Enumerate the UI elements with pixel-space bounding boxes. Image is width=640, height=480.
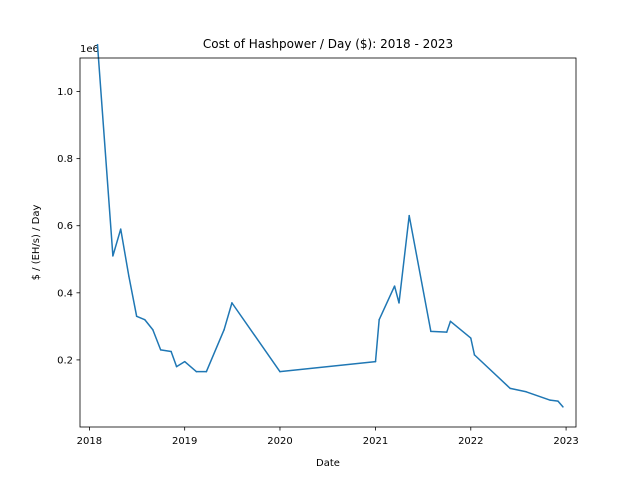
data-point [170, 350, 172, 353]
data-point [378, 318, 380, 321]
data-point [128, 275, 130, 277]
data-point [446, 331, 448, 333]
data-point [473, 354, 476, 356]
y-tick-label: 1.0 [57, 87, 73, 98]
data-point [374, 360, 377, 363]
data-point [509, 387, 511, 390]
x-tick-label: 2023 [553, 436, 578, 447]
data-point [393, 285, 396, 287]
data-point [449, 320, 452, 323]
x-tick-label: 2022 [458, 436, 483, 447]
data-point [470, 337, 472, 339]
data-point [135, 315, 138, 318]
data-point [152, 328, 154, 331]
x-tick-label: 2021 [363, 436, 388, 447]
data-point [398, 302, 400, 304]
y-tick-label: 0.6 [57, 221, 73, 232]
data-point [223, 328, 225, 331]
x-axis-title: Date [316, 458, 340, 469]
y-axis-multiplier: 1e6 [80, 44, 99, 55]
data-point [562, 406, 564, 408]
data-point [183, 360, 186, 363]
y-tick-label: 0.8 [57, 154, 73, 165]
data-point [430, 330, 432, 333]
data-point [279, 370, 281, 373]
data-point [408, 214, 410, 217]
data-point [112, 255, 114, 257]
data-point [195, 370, 198, 373]
data-point [159, 349, 162, 351]
plot-frame [79, 57, 577, 428]
x-tick-label: 2018 [77, 436, 102, 447]
data-point [549, 399, 551, 401]
data-point [557, 400, 559, 402]
y-tick-label: 0.2 [57, 355, 73, 366]
data-point [231, 302, 233, 304]
data-point [119, 228, 122, 230]
y-axis-title: $ / (EH/s) / Day [31, 205, 42, 281]
data-point [525, 391, 527, 393]
y-tick-label: 0.4 [57, 288, 73, 299]
axis-ticks: 2018 2019 2020 2021 2022 2023 0.2 0.4 0.6 0.8 1.0 [57, 87, 579, 447]
data-point [143, 318, 146, 321]
plot-area [96, 43, 564, 408]
data-point [205, 370, 208, 373]
data-point [96, 43, 99, 46]
x-tick-label: 2019 [172, 436, 197, 447]
chart-title: Cost of Hashpower / Day ($): 2018 - 2023 [203, 37, 453, 51]
data-point [175, 365, 178, 368]
x-tick-label: 2020 [267, 436, 292, 447]
